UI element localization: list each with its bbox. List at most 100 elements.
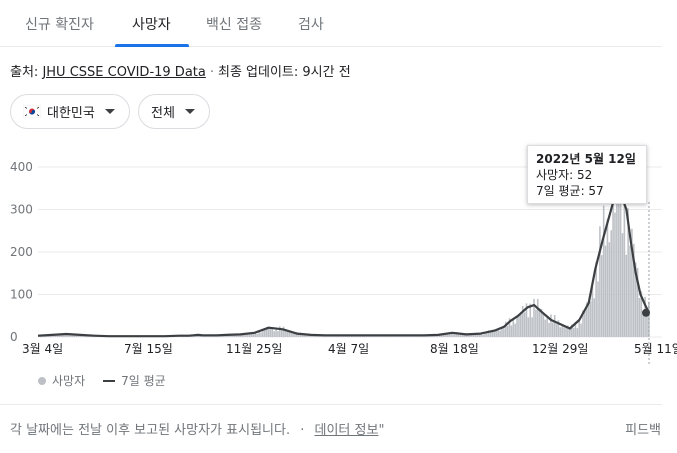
hover-point (642, 308, 650, 317)
tab-vaccinations[interactable]: 백신 접종 (206, 17, 262, 33)
footer-note: 각 날짜에는 전날 이후 보고된 사망자가 표시됩니다. · 데이터 정보" (10, 419, 384, 438)
daily-death-bar (467, 334, 469, 337)
daily-death-bar (294, 333, 296, 337)
daily-death-bar (606, 219, 609, 337)
daily-death-bar (488, 330, 490, 337)
footer-text: 각 날짜에는 전날 이후 보고된 사망자가 표시됩니다. (10, 423, 291, 438)
legend-deaths-swatch (38, 376, 46, 385)
footer-separator: · (300, 423, 305, 438)
legend-average-swatch (103, 379, 116, 382)
daily-death-bar (585, 302, 588, 337)
tab-tests[interactable]: 검사 (298, 17, 324, 33)
daily-death-bar (597, 281, 599, 337)
data-info-link[interactable]: 데이터 정보 (314, 423, 379, 438)
daily-death-bar (260, 332, 262, 337)
daily-death-bar (591, 287, 594, 337)
daily-death-bar (565, 326, 567, 337)
footer-divider (0, 404, 662, 405)
seven-day-average-line (37, 191, 650, 338)
daily-death-bar (621, 233, 624, 337)
daily-death-bar (567, 325, 569, 337)
daily-death-bar (634, 262, 637, 337)
daily-death-bar (619, 147, 622, 337)
x-tick-label: 11월 25일 (226, 342, 282, 356)
y-tick-label: 400 (10, 160, 33, 174)
korea-flag-icon (22, 104, 42, 119)
daily-death-bar (267, 326, 270, 337)
x-tick-label: 12월 29일 (532, 342, 588, 356)
daily-death-bar (71, 334, 74, 337)
daily-death-bar (444, 334, 447, 337)
daily-death-bar (638, 297, 641, 337)
tab-new-cases[interactable]: 신규 확진자 (25, 17, 94, 33)
daily-death-bar (527, 317, 530, 337)
daily-death-bar (608, 242, 611, 337)
daily-death-bar (194, 335, 196, 337)
daily-death-bar (262, 328, 264, 337)
daily-death-bar (224, 335, 227, 337)
daily-death-bar (263, 329, 266, 337)
daily-death-bar (463, 333, 466, 337)
daily-death-bar (292, 332, 294, 337)
daily-death-bar (250, 331, 253, 337)
range-dropdown[interactable]: 전체 (138, 94, 210, 129)
daily-death-bar (256, 333, 259, 337)
daily-death-bar (599, 226, 601, 337)
daily-death-bar (461, 334, 464, 337)
daily-death-bar (536, 299, 539, 337)
tab-bar: 신규 확진자 사망자 백신 접종 검사 (0, 0, 662, 47)
daily-death-bar (277, 331, 279, 337)
tab-deaths[interactable]: 사망자 (132, 17, 171, 33)
daily-death-bar (632, 243, 635, 337)
daily-death-bar (636, 267, 639, 337)
daily-death-bar (472, 333, 475, 337)
daily-death-bar (248, 333, 251, 337)
daily-death-bar (493, 331, 496, 337)
daily-death-bar (239, 335, 242, 337)
daily-death-bar (265, 327, 268, 337)
daily-death-bar (282, 326, 285, 337)
daily-death-bar (301, 334, 304, 337)
region-dropdown[interactable]: 대한민국 (10, 94, 130, 129)
daily-death-bar (617, 203, 620, 337)
daily-death-bar (563, 327, 565, 337)
daily-death-bar (273, 331, 275, 337)
daily-death-bar (518, 315, 520, 337)
daily-death-bar (584, 311, 586, 337)
daily-death-bar (474, 333, 477, 337)
daily-death-bar (593, 298, 596, 337)
daily-death-bar (303, 333, 306, 337)
daily-death-bar (450, 333, 452, 337)
x-tick-label: 5월 11일 (634, 342, 677, 356)
daily-death-bar (595, 261, 597, 337)
range-label: 전체 (151, 106, 175, 121)
feedback-link[interactable]: 피드백 (625, 423, 661, 438)
daily-death-bar (557, 320, 560, 337)
daily-death-bar (642, 313, 645, 337)
daily-death-bar (247, 333, 249, 337)
daily-death-bar (486, 333, 488, 337)
daily-death-bar (47, 335, 50, 337)
daily-death-bar (610, 230, 613, 337)
daily-death-bar (555, 324, 558, 337)
daily-death-bar (478, 334, 481, 337)
x-tick-label: 3월 4일 (22, 342, 63, 356)
source-link[interactable]: JHU CSSE COVID-19 Data (42, 65, 206, 80)
daily-death-bar (252, 333, 255, 337)
last-updated: 최종 업데이트: 9시간 전 (218, 65, 351, 80)
daily-death-bar (548, 322, 550, 337)
daily-death-bar (514, 323, 516, 337)
daily-death-bar (416, 335, 419, 337)
deaths-chart[interactable]: 0 100 200 300 400 3월 4일 7월 15일 11월 25일 4월 7일 8월 1… (0, 140, 677, 365)
daily-death-bar (60, 334, 63, 337)
daily-death-bar (254, 331, 257, 337)
daily-death-bar (552, 322, 554, 337)
daily-death-bar (525, 303, 528, 337)
daily-death-bar (572, 327, 575, 337)
daily-death-bar (241, 334, 243, 337)
daily-death-bar (446, 333, 449, 337)
daily-death-bar (523, 312, 526, 337)
daily-death-bar (456, 332, 458, 337)
daily-death-bar (284, 330, 287, 337)
daily-death-bar (231, 335, 234, 337)
